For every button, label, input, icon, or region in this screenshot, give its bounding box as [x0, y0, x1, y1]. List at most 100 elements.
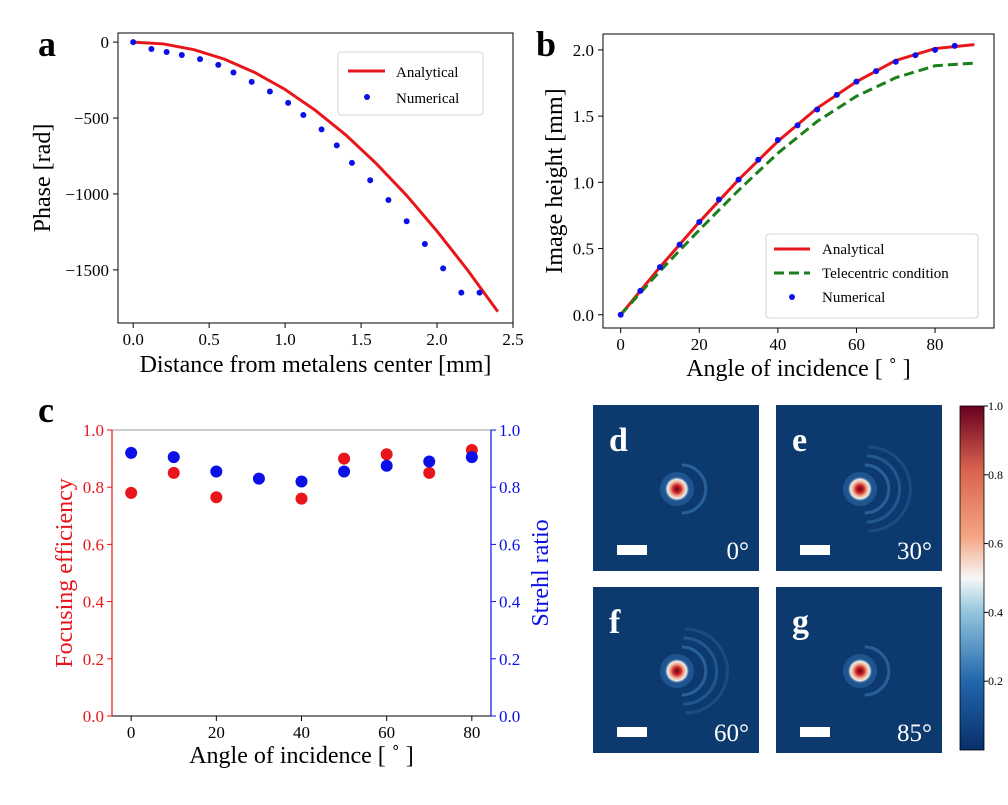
efficiency-point — [295, 492, 308, 505]
x-tick-label: 0 — [616, 335, 625, 354]
plot-frame — [602, 33, 995, 329]
numerical-point — [215, 61, 222, 68]
focal-spot — [664, 658, 690, 684]
legend-numerical-label: Numerical — [822, 290, 885, 306]
numerical-point — [348, 159, 355, 166]
legend-numerical-swatch — [364, 94, 370, 100]
numerical-point — [476, 289, 483, 296]
numerical-point — [230, 69, 237, 76]
y-tick-label: −1000 — [65, 185, 109, 204]
focal-spot-image-e: e 30° — [776, 405, 942, 571]
diffraction-ring — [681, 645, 708, 697]
numerical-point — [755, 156, 762, 163]
strehl-point — [167, 451, 180, 464]
image-angle-label: 0° — [727, 538, 750, 565]
numerical-point — [833, 91, 840, 98]
right-tick-label: 0.0 — [499, 707, 520, 726]
strehl-point — [338, 465, 351, 478]
numerical-point — [932, 46, 939, 53]
scale-bar — [800, 545, 830, 555]
legend: Analytical Numerical — [337, 51, 484, 116]
legend-numerical-label: Numerical — [396, 91, 459, 107]
scale-bar — [800, 727, 830, 737]
x-axis-label: Angle of incidence [ ˚ ] — [686, 356, 911, 382]
strehl-point — [380, 459, 393, 472]
numerical-point — [285, 99, 292, 106]
image-angle-label: 30° — [897, 538, 932, 565]
numerical-point — [853, 78, 860, 85]
numerical-point — [735, 176, 742, 183]
image-height-chart: 0 20 40 60 80 0.0 0.5 1.0 1.5 2.0 Angle of inciden… — [542, 33, 995, 382]
numerical-point — [676, 241, 683, 248]
diffraction-ring — [864, 463, 891, 515]
scale-bar — [617, 545, 647, 555]
focal-spot-images: d 0° e 30° f 60° g 85° 1.0 0.8 0.6 0.4 0.2 — [593, 399, 1003, 753]
right-tick-label: 0.8 — [499, 478, 520, 497]
x-tick-label: 40 — [769, 335, 786, 354]
left-y-axis-label: Focusing efficiency — [52, 478, 78, 668]
numerical-point — [148, 45, 155, 52]
numerical-point — [178, 52, 185, 59]
image-letter: g — [792, 604, 809, 641]
efficiency-point — [423, 466, 436, 479]
panel-letter-c: c — [38, 390, 54, 430]
numerical-point — [367, 177, 374, 184]
left-tick-label: 0.2 — [83, 650, 104, 669]
legend-analytical-label: Analytical — [822, 242, 884, 258]
numerical-point — [617, 311, 624, 318]
x-tick-label: 60 — [378, 723, 395, 742]
numerical-point — [248, 78, 255, 85]
x-tick-label: 20 — [208, 723, 225, 742]
numerical-point — [266, 88, 273, 95]
legend-box — [765, 233, 979, 319]
numerical-point — [300, 111, 307, 118]
right-y-axis-label: Strehl ratio — [528, 519, 554, 626]
colorbar-tick-label: 0.2 — [988, 674, 1003, 688]
diffraction-ring — [683, 636, 719, 706]
y-axis-label: Image height [mm] — [542, 88, 568, 273]
numerical-point — [794, 122, 801, 129]
numerical-point — [318, 126, 325, 133]
y-tick-label: −1500 — [65, 261, 109, 280]
numerical-point — [440, 265, 447, 272]
colorbar-tick-label: 0.4 — [988, 605, 1003, 619]
numerical-point — [656, 264, 663, 271]
scale-bar — [617, 727, 647, 737]
x-tick-label: 20 — [691, 335, 708, 354]
right-tick-label: 0.2 — [499, 650, 520, 669]
legend: Analytical Telecentric condition Numerical — [765, 233, 979, 319]
x-tick-label: 80 — [927, 335, 944, 354]
image-angle-label: 60° — [714, 720, 749, 747]
panel-letter-b: b — [536, 24, 556, 64]
left-tick-label: 0.6 — [83, 535, 104, 554]
focal-spot-image-f: f 60° — [593, 587, 759, 753]
y-tick-label: 1.5 — [573, 107, 594, 126]
focal-spot — [847, 658, 873, 684]
numerical-point — [130, 39, 137, 46]
numerical-point — [814, 106, 821, 113]
y-tick-label: 2.0 — [573, 41, 594, 60]
numerical-point — [873, 68, 880, 75]
strehl-point — [252, 472, 265, 485]
x-tick-label: 60 — [848, 335, 865, 354]
legend-box — [337, 51, 484, 116]
image-letter: d — [609, 422, 628, 459]
x-tick-label: 0.0 — [123, 330, 144, 349]
efficiency-point — [338, 452, 351, 465]
diffraction-ring — [685, 627, 729, 715]
image-angle-label: 85° — [897, 720, 932, 747]
numerical-point — [403, 218, 410, 225]
efficiency-point — [125, 486, 138, 499]
numerical-point — [637, 287, 644, 294]
x-tick-label: 1.5 — [350, 330, 371, 349]
y-tick-label: 0.5 — [573, 240, 594, 259]
focal-spot — [664, 476, 690, 502]
colorbar-tick-label: 0.6 — [988, 537, 1003, 551]
x-tick-label: 2.5 — [502, 330, 523, 349]
x-tick-label: 1.0 — [274, 330, 295, 349]
x-tick-label: 0.5 — [199, 330, 220, 349]
x-tick-label: 0 — [127, 723, 136, 742]
x-tick-label: 80 — [463, 723, 480, 742]
left-tick-label: 1.0 — [83, 421, 104, 440]
